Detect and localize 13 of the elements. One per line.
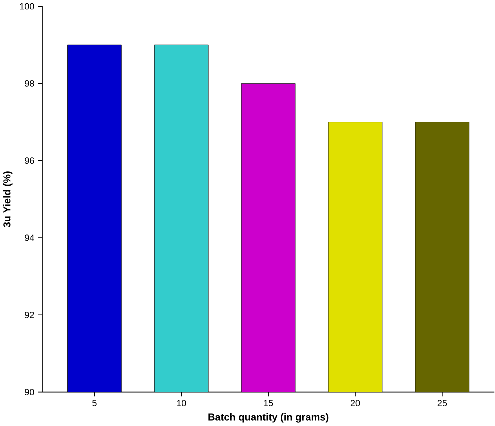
- y-tick-label: 98: [25, 80, 34, 87]
- y-tick-label: 94: [25, 234, 34, 242]
- x-tick-label: 5: [92, 400, 97, 406]
- x-axis-title: Batch quantity (in grams): [208, 413, 329, 423]
- y-tick-label: 92: [25, 312, 34, 318]
- x-tick-label: 25: [438, 400, 448, 406]
- x-tick-label: 15: [264, 400, 274, 406]
- y-tick-label: 90: [25, 389, 34, 396]
- y-tick-label: 100: [20, 3, 34, 10]
- y-axis-title: 3u Yield (%): [3, 172, 13, 228]
- x-tick-label: 20: [350, 400, 360, 406]
- y-tick-label: 96: [25, 158, 34, 164]
- x-tick-label: 10: [177, 400, 186, 406]
